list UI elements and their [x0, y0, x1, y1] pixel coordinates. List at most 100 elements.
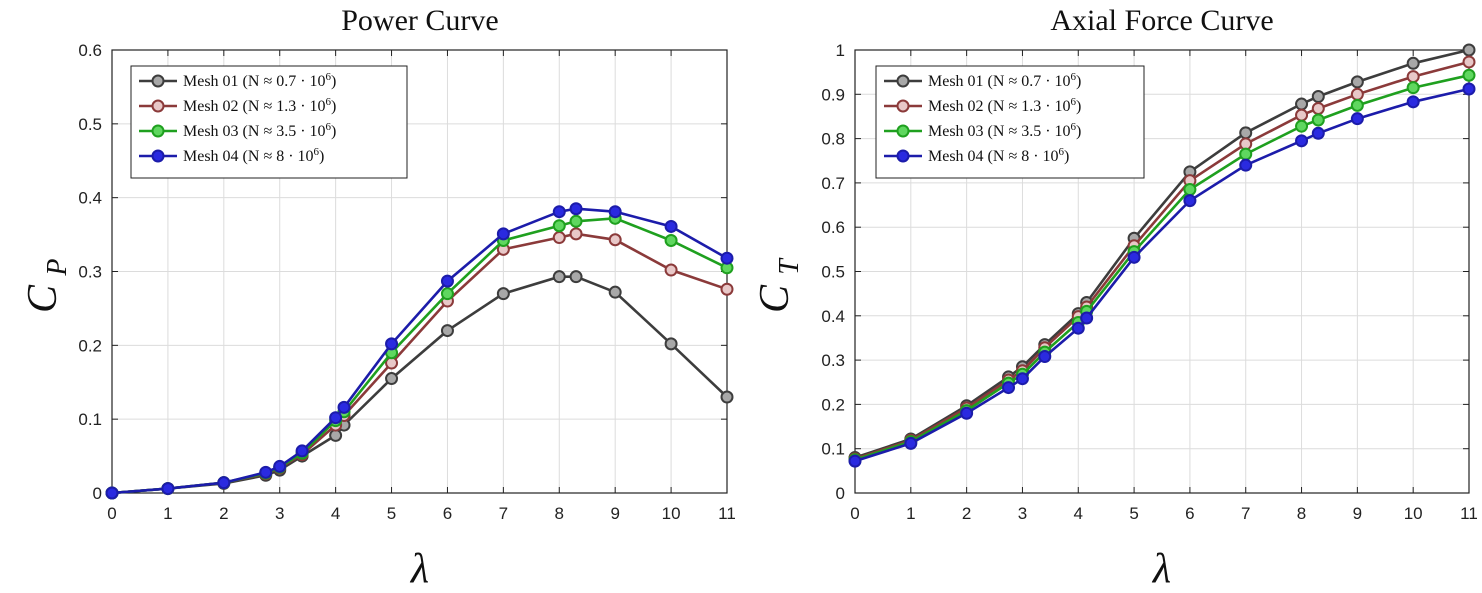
legend-label-tail: )	[1076, 73, 1081, 90]
legend-marker	[151, 99, 165, 113]
data-point	[440, 324, 454, 338]
data-point	[385, 372, 399, 386]
series-mesh-04	[105, 202, 734, 500]
x-tick-label: 6	[1185, 504, 1194, 523]
legend-label-text: Mesh 03 (N ≈ 3.5 · 10	[928, 123, 1071, 140]
data-point	[1295, 97, 1309, 111]
series-mesh-04	[848, 82, 1476, 468]
legend-label: Mesh 02 (N ≈ 1.3 · 106)	[928, 96, 1081, 115]
data-point	[569, 214, 583, 228]
legend-entry: Mesh 02 (N ≈ 1.3 · 106)	[139, 96, 336, 115]
x-tick-label: 1	[906, 504, 915, 523]
series-line	[111, 207, 728, 495]
legend-marker	[151, 124, 165, 138]
x-tick-label: 3	[275, 504, 284, 523]
data-point	[273, 459, 287, 473]
data-point	[337, 400, 351, 414]
data-point	[664, 337, 678, 351]
data-point	[1350, 112, 1364, 126]
legend-label: Mesh 01 (N ≈ 0.7 · 106)	[183, 71, 336, 90]
series-line	[854, 87, 1470, 463]
y-tick-label: 1	[836, 41, 845, 60]
data-point	[1071, 321, 1085, 335]
x-tick-label: 10	[1404, 504, 1423, 523]
x-tick-label: 2	[219, 504, 228, 523]
data-point	[1239, 126, 1253, 140]
series-line	[854, 60, 1470, 461]
data-point	[1406, 95, 1420, 109]
y-axis-label-sub: T	[774, 257, 805, 275]
x-tick-label: 8	[1297, 504, 1306, 523]
x-tick-label: 2	[962, 504, 971, 523]
x-tick-label: 7	[1241, 504, 1250, 523]
data-point	[295, 444, 309, 458]
legend-label-tail: )	[331, 123, 336, 140]
y-tick-label: 0.2	[821, 395, 845, 414]
legend-label-tail: )	[319, 148, 324, 165]
legend: Mesh 01 (N ≈ 0.7 · 106) Mesh 02 (N ≈ 1.3 …	[875, 65, 1145, 179]
data-point	[440, 287, 454, 301]
legend-marker	[151, 74, 165, 88]
data-point	[1239, 158, 1253, 172]
legend: Mesh 01 (N ≈ 0.7 · 106) Mesh 02 (N ≈ 1.3 …	[130, 65, 408, 179]
legend-label-tail: )	[1076, 123, 1081, 140]
legend-label-text: Mesh 03 (N ≈ 3.5 · 10	[183, 123, 326, 140]
x-tick-label: 5	[1129, 504, 1138, 523]
y-tick-label: 0.4	[821, 307, 845, 326]
data-point	[1406, 70, 1420, 84]
x-tick-label: 9	[610, 504, 619, 523]
data-point	[1350, 98, 1364, 112]
data-point	[1295, 108, 1309, 122]
x-tick-label: 4	[1074, 504, 1083, 523]
data-point	[608, 205, 622, 219]
data-point	[105, 486, 119, 500]
data-point	[608, 233, 622, 247]
y-tick-label: 0.1	[821, 440, 845, 459]
legend-entry: Mesh 03 (N ≈ 3.5 · 106)	[139, 121, 336, 140]
chart-title: Axial Force Curve	[1050, 4, 1273, 37]
legend-label: Mesh 04 (N ≈ 8 · 106)	[928, 146, 1069, 165]
legend-label-tail: )	[331, 98, 336, 115]
data-point	[496, 287, 510, 301]
legend-label-exponent: 6	[326, 71, 332, 83]
data-point	[720, 251, 734, 265]
legend-label: Mesh 01 (N ≈ 0.7 · 106)	[928, 71, 1081, 90]
legend-label-exponent: 6	[1071, 71, 1077, 83]
y-tick-label: 0.4	[78, 189, 102, 208]
data-point	[1183, 194, 1197, 208]
x-tick-label: 4	[331, 504, 340, 523]
data-point	[552, 231, 566, 245]
data-point	[608, 285, 622, 299]
x-tick-label: 10	[662, 504, 681, 523]
data-point	[161, 482, 175, 496]
y-tick-label: 0.1	[78, 410, 102, 429]
y-tick-label: 0.6	[78, 41, 102, 60]
data-point	[552, 205, 566, 219]
y-axis-label: CT	[752, 257, 805, 313]
data-point	[1311, 90, 1325, 104]
data-point	[496, 227, 510, 241]
x-tick-label: 8	[555, 504, 564, 523]
chart-title: Power Curve	[341, 4, 498, 37]
x-tick-label: 5	[387, 504, 396, 523]
data-point	[440, 274, 454, 288]
legend-marker	[896, 124, 910, 138]
data-point	[217, 476, 231, 490]
y-tick-label: 0.2	[78, 336, 102, 355]
legend-box	[875, 65, 1145, 179]
data-point	[1311, 101, 1325, 115]
x-tick-label: 0	[850, 504, 859, 523]
data-point	[1183, 183, 1197, 197]
legend-label-text: Mesh 04 (N ≈ 8 · 10	[928, 148, 1059, 165]
data-point	[1127, 250, 1141, 264]
series-line	[854, 74, 1470, 462]
data-point	[1350, 87, 1364, 101]
x-tick-label: 11	[718, 504, 736, 523]
data-point	[1295, 134, 1309, 148]
legend-label-exponent: 6	[314, 146, 320, 158]
x-tick-label: 3	[1018, 504, 1027, 523]
legend-marker	[896, 99, 910, 113]
legend-label-text: Mesh 01 (N ≈ 0.7 · 10	[928, 73, 1071, 90]
data-point	[848, 454, 862, 468]
